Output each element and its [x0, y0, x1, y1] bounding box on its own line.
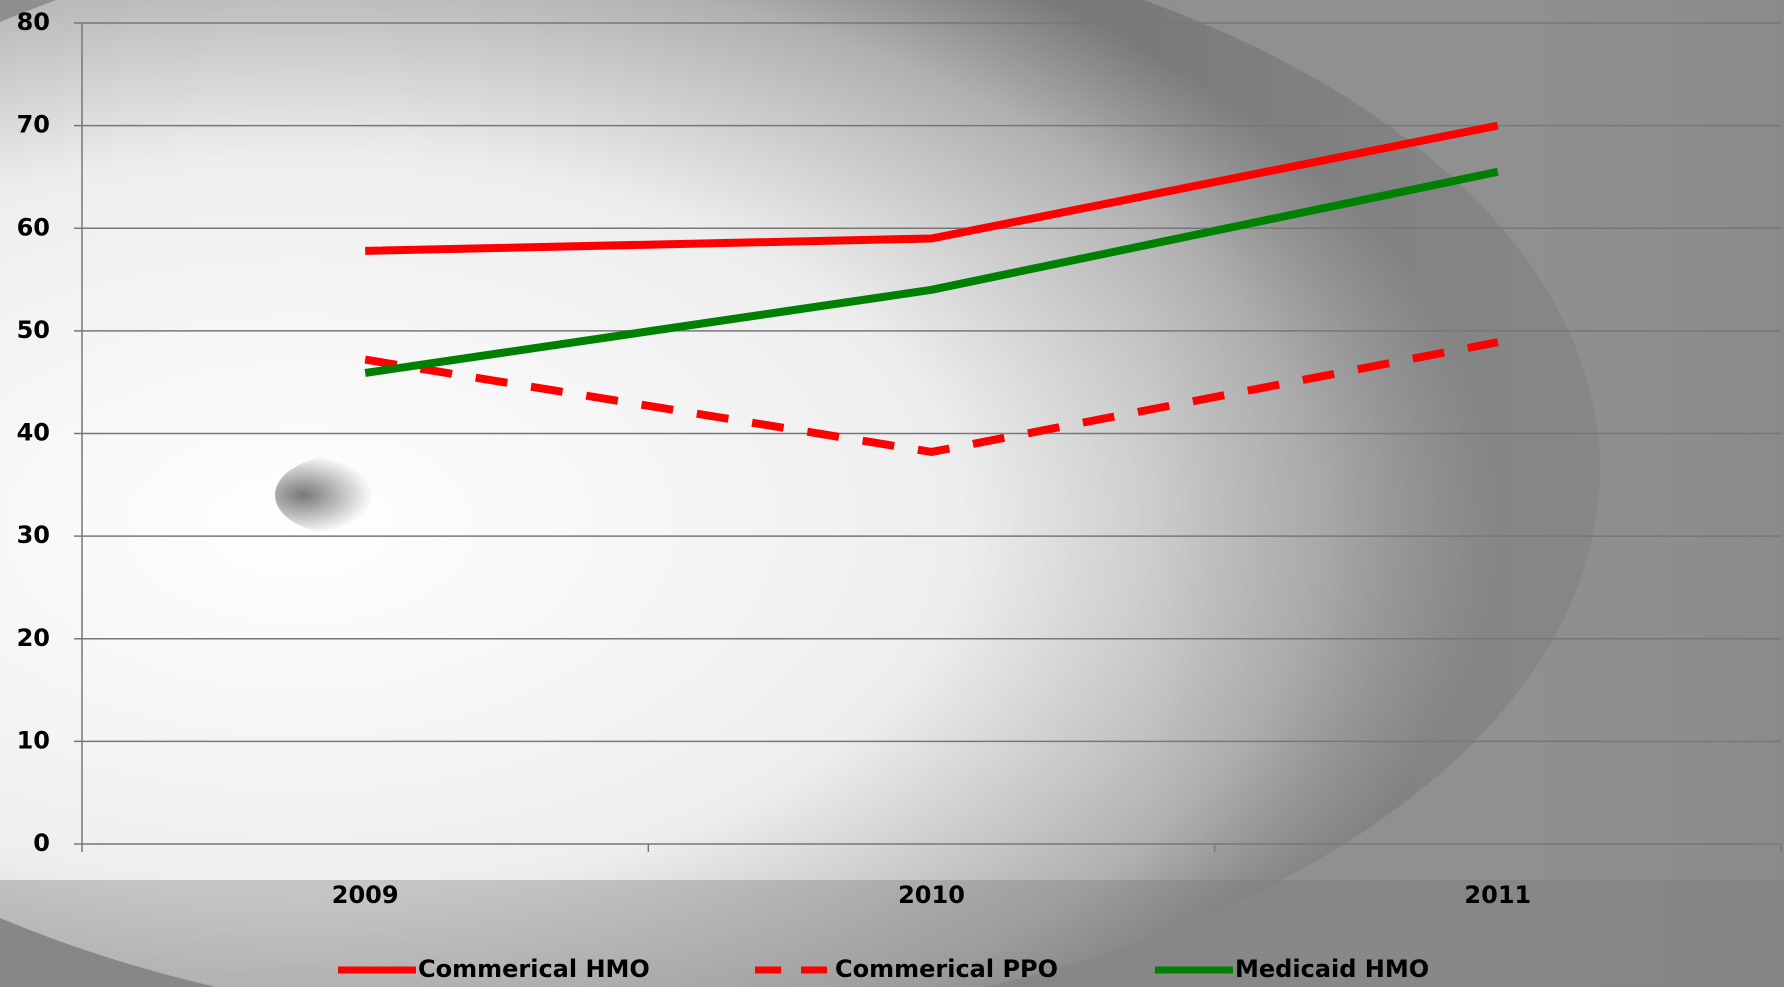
series-line [364, 167, 1499, 377]
y-tick-label: 20 [17, 624, 50, 652]
x-tick-label: 2009 [332, 881, 399, 909]
y-tick-label: 10 [17, 726, 50, 754]
y-tick-label: 80 [17, 8, 50, 36]
y-tick-label: 40 [17, 419, 50, 447]
legend-label: Commerical PPO [835, 955, 1058, 983]
y-tick-label: 60 [17, 213, 50, 241]
series-line [365, 121, 1499, 255]
x-tick-label: 2010 [898, 881, 965, 909]
background-spot [275, 455, 415, 535]
legend-label: Commerical HMO [418, 955, 650, 983]
series-line [364, 338, 1499, 456]
y-tick-label: 30 [17, 521, 50, 549]
y-tick-label: 50 [17, 316, 50, 344]
y-tick-label: 0 [33, 829, 50, 857]
background-bottom [0, 880, 1784, 987]
legend-label: Medicaid HMO [1235, 955, 1429, 983]
y-tick-label: 70 [17, 111, 50, 139]
x-tick-label: 2011 [1464, 881, 1531, 909]
background-shade [1150, 0, 1784, 987]
